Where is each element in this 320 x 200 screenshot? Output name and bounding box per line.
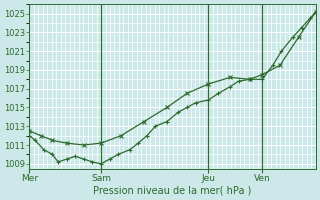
X-axis label: Pression niveau de la mer( hPa ): Pression niveau de la mer( hPa ) xyxy=(93,186,252,196)
